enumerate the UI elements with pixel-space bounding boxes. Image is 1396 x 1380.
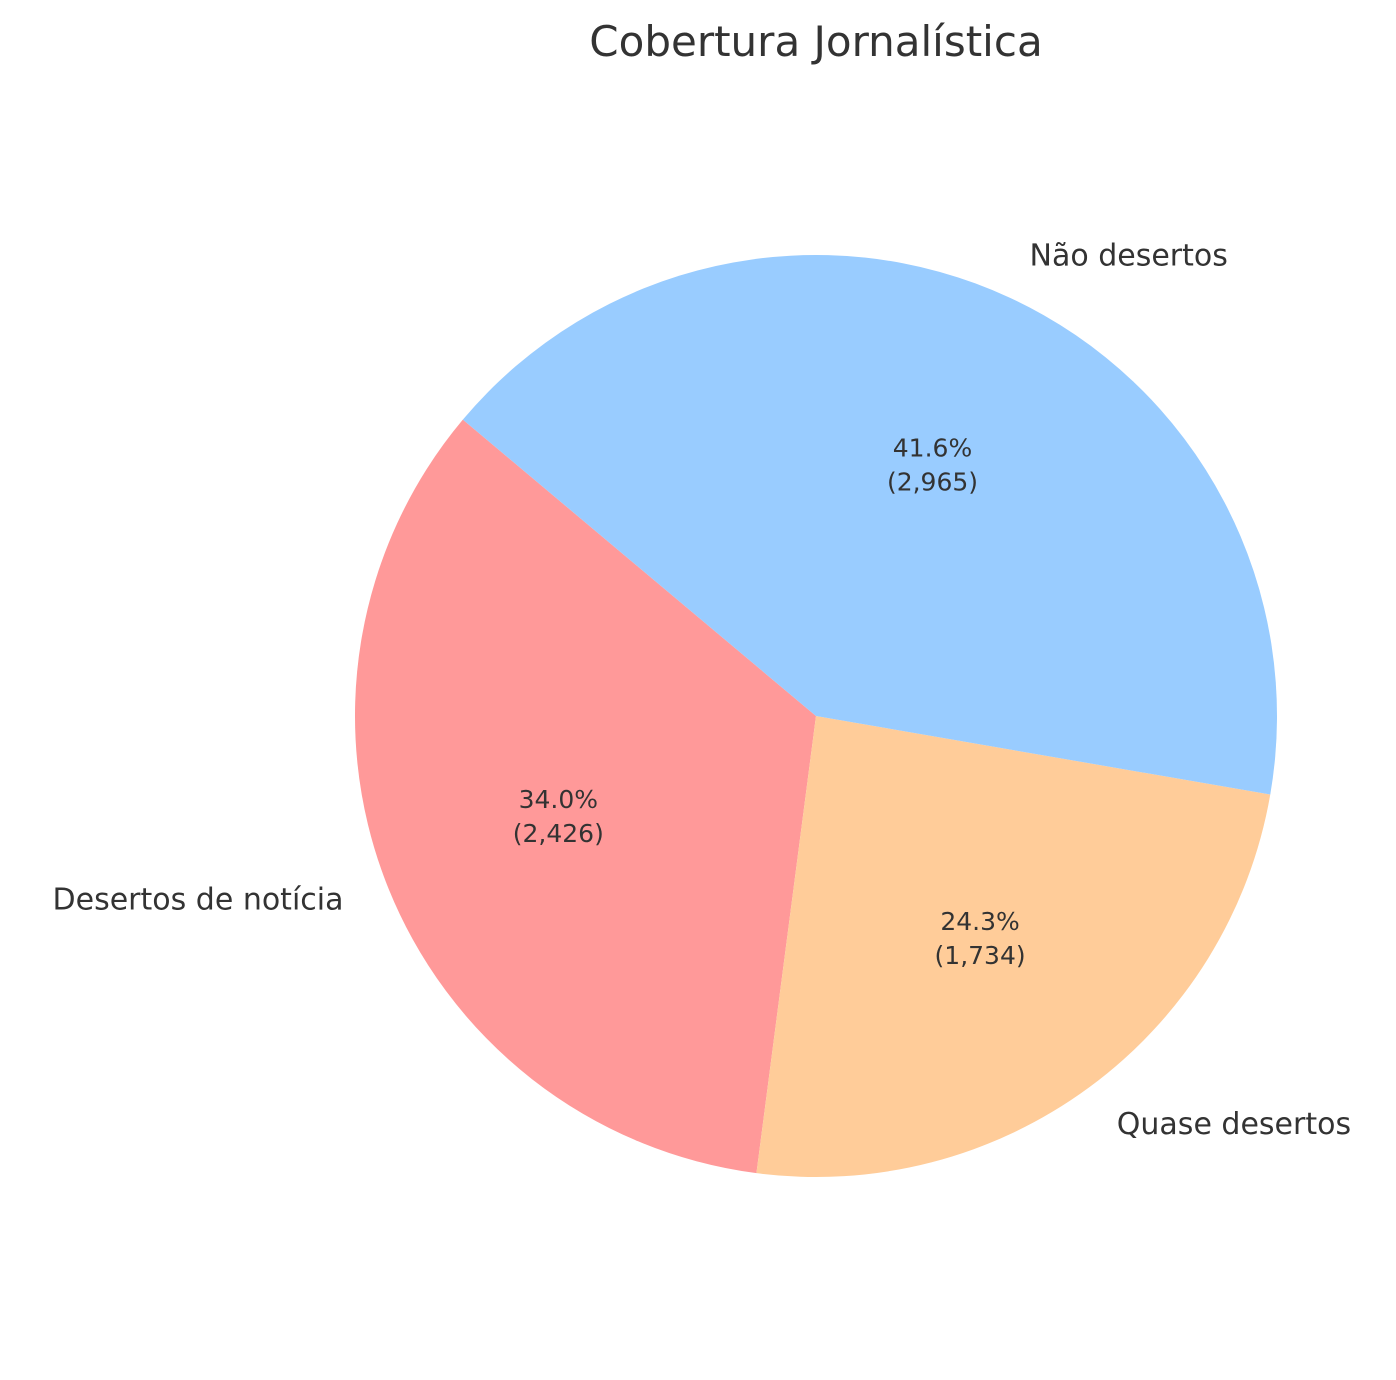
slice-label-nao-desertos: Não desertos: [1030, 239, 1228, 274]
slice-count-desertos-de-noticia: (2,426): [513, 819, 604, 848]
slice-count-quase-desertos: (1,734): [935, 941, 1026, 970]
slice-label-desertos-de-noticia: Desertos de notícia: [53, 883, 344, 918]
pie-slices: [355, 255, 1277, 1177]
slice-percent-quase-desertos: 24.3%: [940, 907, 1019, 936]
slice-label-quase-desertos: Quase desertos: [1117, 1107, 1351, 1142]
slice-percent-desertos-de-noticia: 34.0%: [519, 785, 598, 814]
slice-percent-nao-desertos: 41.6%: [893, 434, 972, 463]
chart-title: Cobertura Jornalística: [589, 17, 1042, 66]
slice-count-nao-desertos: (2,965): [887, 468, 978, 497]
